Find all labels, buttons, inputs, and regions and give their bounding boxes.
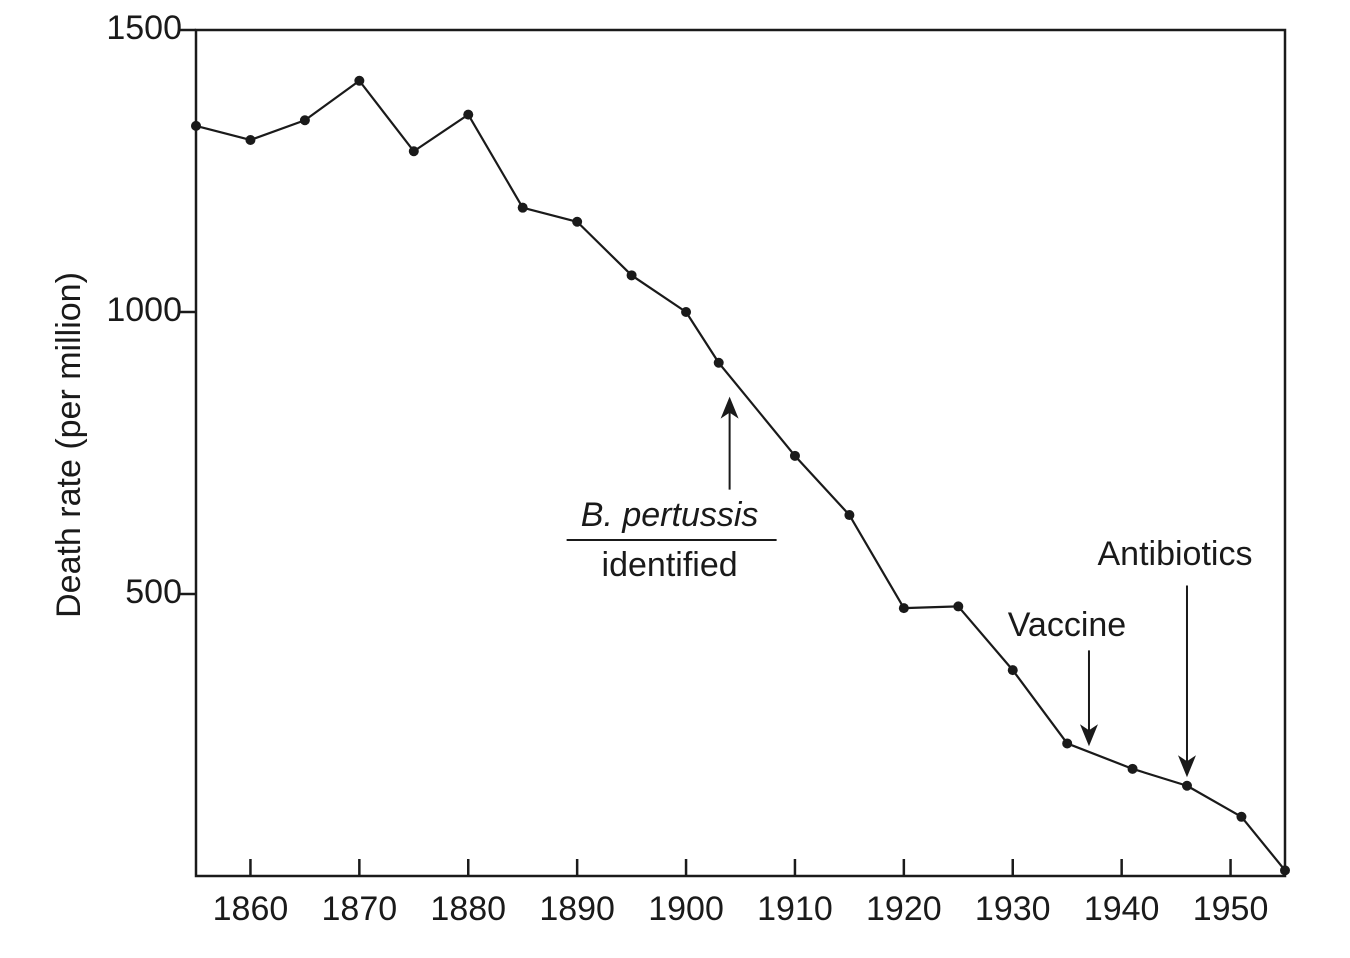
data-point — [789, 450, 800, 461]
plot-frame — [194, 28, 1287, 878]
vaccine-arrowhead — [1079, 724, 1098, 747]
data-point — [517, 202, 528, 213]
x-tick-label: 1860 — [213, 890, 289, 928]
data-point — [1127, 763, 1138, 774]
y-axis-title: Death rate (per million) — [50, 272, 88, 618]
data-point — [713, 357, 724, 368]
data-point — [1007, 665, 1018, 676]
data-point — [1280, 865, 1290, 876]
x-tick-label: 1870 — [322, 890, 398, 928]
x-tick-label: 1890 — [539, 890, 615, 928]
data-point — [408, 146, 419, 157]
data-point — [572, 216, 583, 227]
y-tick-label: 500 — [125, 573, 182, 611]
data-point — [1181, 780, 1192, 791]
x-axis: 1860 1870 1880 1890 1900 1910 1920 1930 1940 1950 — [213, 859, 1269, 928]
data-point — [953, 601, 964, 612]
data-point — [245, 134, 256, 145]
x-tick-label: 1910 — [757, 890, 833, 928]
y-tick-label: 1000 — [106, 291, 182, 329]
identified-label: identified — [602, 546, 738, 584]
x-tick-label: 1930 — [975, 890, 1051, 928]
data-point — [354, 75, 365, 86]
death-rate-series — [191, 75, 1290, 876]
x-tick-label: 1950 — [1193, 890, 1269, 928]
data-point — [681, 307, 692, 317]
antibiotics-label: Antibiotics — [1098, 535, 1253, 573]
data-point — [844, 510, 855, 521]
antibiotics-arrowhead — [1177, 755, 1196, 778]
y-tick-label: 1500 — [106, 9, 182, 47]
data-point — [626, 270, 637, 281]
y-axis: 500 1000 1500 — [106, 9, 196, 611]
data-point — [191, 120, 201, 131]
data-point — [299, 115, 310, 126]
series-line — [195, 79, 1286, 872]
data-point — [1062, 738, 1073, 749]
pertussis-arrowhead — [720, 396, 739, 419]
x-tick-label: 1880 — [430, 890, 506, 928]
x-tick-label: 1900 — [648, 890, 724, 928]
vaccine-label: Vaccine — [1008, 606, 1126, 644]
data-point — [898, 603, 909, 614]
x-tick-label: 1920 — [866, 890, 942, 928]
annotations: B. pertussis identified Vaccine Antibiotics — [566, 396, 1253, 778]
x-tick-label: 1940 — [1084, 890, 1160, 928]
data-point — [1236, 811, 1247, 822]
pertussis-label: B. pertussis — [581, 496, 759, 534]
data-point — [463, 109, 474, 120]
